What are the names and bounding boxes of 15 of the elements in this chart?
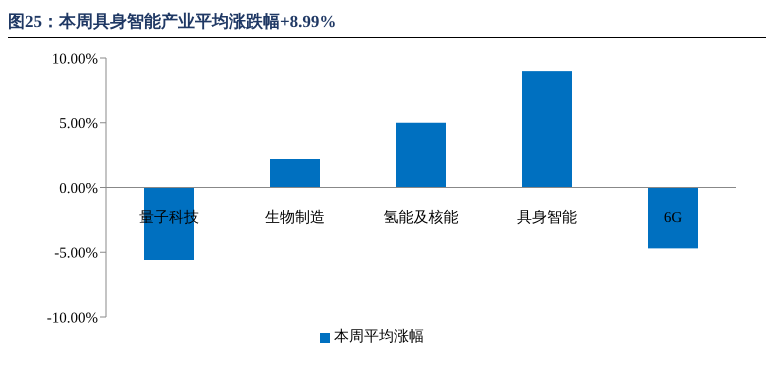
y-tick-label: 5.00% (59, 116, 98, 132)
bar (270, 159, 320, 188)
bar (522, 71, 572, 188)
bar (648, 188, 698, 248)
x-tick-label: 6G (664, 210, 682, 226)
y-tick-label: 10.00% (52, 51, 98, 68)
x-tick-label: 生物制造 (265, 209, 325, 226)
y-tick-label: 0.00% (59, 180, 98, 197)
chart-title: 图25：本周具身智能产业平均涨跌幅+8.99% (8, 8, 766, 38)
bar (396, 122, 446, 188)
y-tick-label: -5.00% (54, 246, 98, 262)
y-tick-label: -10.00% (46, 310, 98, 326)
x-tick-label: 氢能及核能 (384, 209, 458, 226)
x-tick-label: 具身智能 (517, 209, 577, 226)
legend-label: 本周平均涨幅 (334, 329, 424, 345)
